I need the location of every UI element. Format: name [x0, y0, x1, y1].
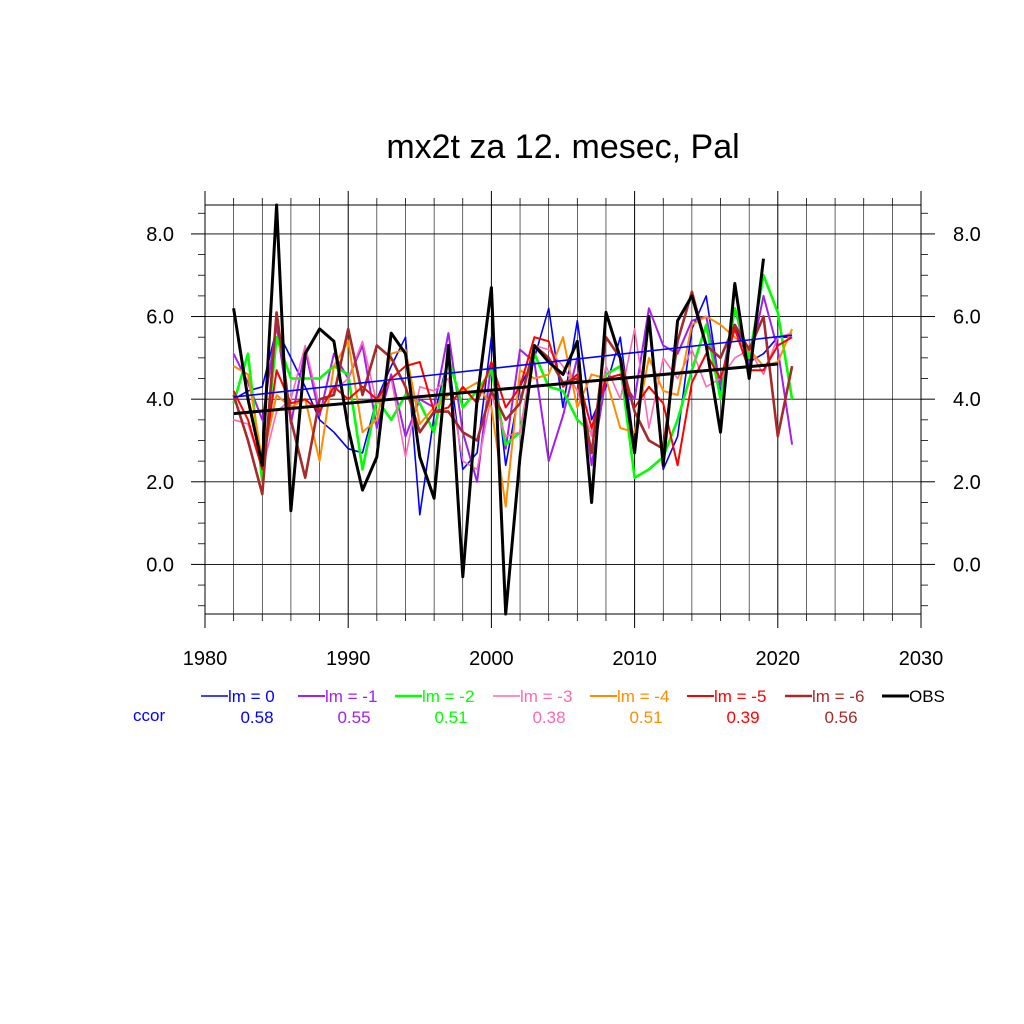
x-tick-label: 2000: [469, 648, 514, 670]
y-tick-label-left: 6.0: [146, 307, 174, 329]
y-tick-label-left: 4.0: [146, 389, 174, 411]
x-tick-label: 2010: [612, 648, 657, 670]
chart-title: mx2t za 12. mesec, Pal: [386, 128, 739, 166]
y-tick-label-left: 8.0: [146, 224, 174, 246]
trend-line-lm-0: [233, 334, 793, 398]
ccor-value: 0.51: [629, 708, 662, 727]
x-tick-label: 2020: [756, 648, 801, 670]
legend-label: lm = -6: [812, 687, 864, 706]
legend-label: lm = 0: [228, 687, 275, 706]
x-tick-label: 1980: [183, 648, 228, 670]
ccor-value: 0.51: [434, 708, 467, 727]
legend-label: lm = -3: [520, 687, 572, 706]
x-tick-label: 1990: [326, 648, 371, 670]
legend-label: lm = -1: [325, 687, 377, 706]
axes: 1980 1990 2000 2010 2020 2030 0.0 0.0 2.0 2.0 4.0 4…: [146, 191, 981, 670]
y-tick-label-right: 4.0: [953, 389, 981, 411]
ccor-value: 0.56: [824, 708, 857, 727]
trend-line-obs: [233, 362, 778, 416]
y-tick-label-right: 0.0: [953, 554, 981, 576]
y-tick-label-left: 0.0: [146, 554, 174, 576]
legend: lm = 0 0.58 lm = -1 0.55 lm = -2 0.51 lm = -3 0…: [133, 687, 945, 727]
x-tick-label: 2030: [899, 648, 944, 670]
series-line-lm-0: [233, 295, 793, 516]
legend-label: lm = -5: [714, 687, 766, 706]
ccor-label: ccor: [133, 706, 165, 725]
ccor-value: 0.58: [240, 708, 273, 727]
y-tick-label-left: 2.0: [146, 472, 174, 494]
y-tick-label-right: 6.0: [953, 307, 981, 329]
series-line-obs: [232, 203, 765, 616]
legend-label: lm = -2: [422, 687, 474, 706]
series-line-lm-5: [232, 327, 793, 471]
ccor-value: 0.39: [726, 708, 759, 727]
series: [232, 203, 794, 616]
ccor-value: 0.55: [337, 708, 370, 727]
legend-label: lm = -4: [617, 687, 669, 706]
ccor-value: 0.38: [532, 708, 565, 727]
trend-lines: [233, 334, 793, 416]
legend-label: OBS: [909, 687, 945, 706]
y-tick-label-right: 2.0: [953, 472, 981, 494]
y-tick-label-right: 8.0: [953, 224, 981, 246]
plot-frame: [204, 204, 922, 615]
